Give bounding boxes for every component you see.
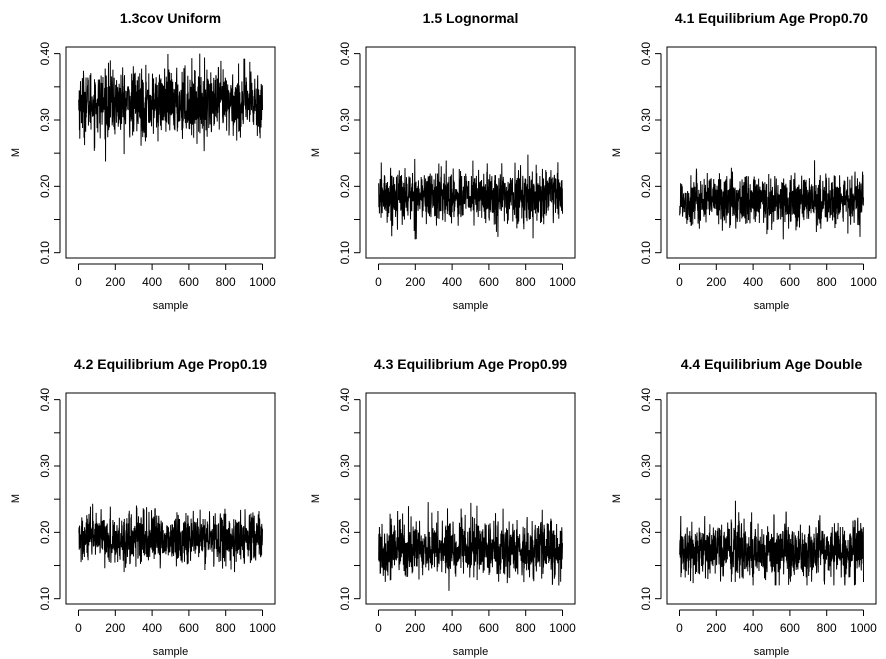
x-tick-label: 800 [817,621,837,635]
x-tick-label: 800 [216,621,236,635]
x-axis-label: sample [453,646,488,658]
trace-panel: 1.5 Lognormal 0 200 400 600 800 1000 0.10 0.20 0.… [310,10,576,312]
y-tick-label: 0.20 [639,174,653,198]
x-axis-label: sample [153,300,188,312]
trace-line [679,160,864,240]
x-tick-label: 600 [179,275,199,289]
x-tick-label: 200 [105,621,125,635]
y-tick-label: 0.20 [38,520,52,544]
trace-line [378,502,563,591]
y-tick-label: 0.20 [338,174,352,198]
trace-line [78,53,263,162]
panel-title: 1.5 Lognormal [423,10,519,26]
x-tick-label: 200 [405,275,425,289]
x-tick-label: 400 [743,621,763,635]
y-tick-label: 0.10 [38,587,52,611]
x-tick-label: 400 [142,275,162,289]
trace-line [78,503,263,573]
x-tick-label: 1000 [549,621,576,635]
x-tick-label: 600 [780,275,800,289]
y-axis-label: M [611,148,623,157]
x-tick-label: 1000 [249,275,276,289]
y-axis-label: M [10,148,22,157]
y-tick-label: 0.40 [38,42,52,66]
x-tick-label: 600 [479,621,499,635]
y-tick-label: 0.20 [338,520,352,544]
x-axis-label: sample [453,300,488,312]
x-tick-label: 0 [676,275,683,289]
y-tick-label: 0.30 [639,454,653,478]
y-tick-label: 0.30 [38,108,52,132]
x-tick-label: 800 [516,275,536,289]
x-tick-label: 1000 [549,275,576,289]
x-tick-label: 600 [479,275,499,289]
y-tick-label: 0.40 [338,42,352,66]
panel-title: 4.3 Equilibrium Age Prop0.99 [374,356,567,372]
y-tick-label: 0.30 [639,108,653,132]
plot-frame [365,46,576,259]
x-tick-label: 200 [105,275,125,289]
trace-line [679,500,864,586]
plot-frame [65,46,276,259]
y-axis-label: M [310,494,322,503]
y-tick-label: 0.20 [639,520,653,544]
trace-panel: 4.2 Equilibrium Age Prop0.19 0 200 400 600 80… [10,356,276,658]
trace-panel: 4.1 Equilibrium Age Prop0.70 0 200 400 600 80… [611,10,877,312]
x-tick-label: 200 [706,621,726,635]
panel-title: 4.2 Equilibrium Age Prop0.19 [74,356,267,372]
x-tick-label: 200 [405,621,425,635]
x-tick-label: 400 [743,275,763,289]
x-tick-label: 1000 [850,621,877,635]
y-tick-label: 0.30 [338,454,352,478]
panel-title: 4.1 Equilibrium Age Prop0.70 [675,10,868,26]
x-tick-label: 0 [75,275,82,289]
trace-panel: 1.3cov Uniform 0 200 400 600 800 1000 0.10 0.20 0… [10,10,276,312]
x-axis-label: sample [754,300,789,312]
x-tick-label: 0 [676,621,683,635]
y-tick-label: 0.10 [338,241,352,265]
plot-frame [666,392,877,605]
x-tick-label: 800 [216,275,236,289]
y-tick-label: 0.30 [338,108,352,132]
trace-panel: 4.3 Equilibrium Age Prop0.99 0 200 400 600 80… [310,356,576,658]
x-tick-label: 400 [442,275,462,289]
plot-frame [666,46,877,259]
x-tick-label: 0 [75,621,82,635]
panel-title: 4.4 Equilibrium Age Double [681,356,863,372]
y-axis-label: M [310,148,322,157]
trace-line [378,154,563,240]
y-tick-label: 0.30 [38,454,52,478]
x-tick-label: 200 [706,275,726,289]
plot-frame [365,392,576,605]
y-tick-label: 0.40 [38,388,52,412]
y-axis-label: M [10,494,22,503]
x-tick-label: 600 [179,621,199,635]
y-axis-label: M [611,494,623,503]
y-tick-label: 0.40 [338,388,352,412]
y-tick-label: 0.10 [38,241,52,265]
plot-frame [65,392,276,605]
y-tick-label: 0.20 [38,174,52,198]
y-tick-label: 0.10 [338,587,352,611]
x-tick-label: 1000 [850,275,877,289]
x-axis-label: sample [754,646,789,658]
panel-title: 1.3cov Uniform [120,10,221,26]
x-tick-label: 800 [817,275,837,289]
y-tick-label: 0.40 [639,42,653,66]
x-tick-label: 400 [142,621,162,635]
y-tick-label: 0.10 [639,241,653,265]
x-tick-label: 800 [516,621,536,635]
y-tick-label: 0.10 [639,587,653,611]
x-tick-label: 1000 [249,621,276,635]
x-tick-label: 0 [375,621,382,635]
x-tick-label: 400 [442,621,462,635]
x-tick-label: 600 [780,621,800,635]
x-axis-label: sample [153,646,188,658]
x-tick-label: 0 [375,275,382,289]
y-tick-label: 0.40 [639,388,653,412]
trace-panel: 4.4 Equilibrium Age Double 0 200 400 600 800 1… [611,356,877,658]
